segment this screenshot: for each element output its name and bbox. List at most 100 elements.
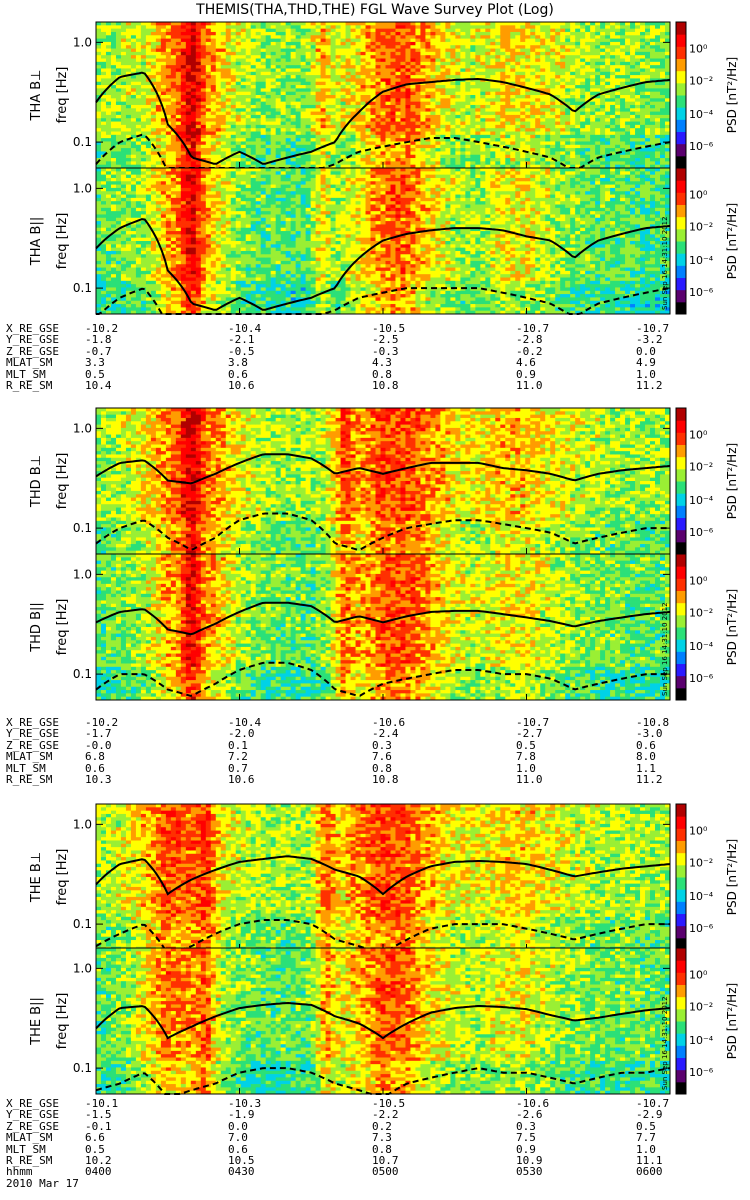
spectrogram-cell [221,42,226,46]
spectrogram-cell [445,49,450,53]
spectrogram-cell [445,132,450,136]
spectrogram-cell [650,115,655,119]
spectrogram-cell [505,49,510,53]
spectrogram-cell [221,68,226,72]
spectrogram-cell [645,112,650,116]
spectrogram-cell [241,108,246,112]
spectrogram-cell [625,92,630,96]
spectrogram-cell [226,161,231,165]
spectrogram-cell [580,82,585,86]
spectrogram-cell [660,82,665,86]
spectrogram-cell [410,115,415,119]
spectrogram-cell [136,141,141,145]
spectrogram-cell [371,161,376,165]
spectrogram-cell [106,59,111,63]
spectrogram-cell [266,35,271,39]
spectrogram-cell [590,72,595,76]
spectrogram-cell [585,78,590,82]
spectrogram-cell [470,59,475,63]
spectrogram-cell [600,75,605,79]
spectrogram-cell [615,42,620,46]
spectrogram-cell [645,95,650,99]
spectrogram-cell [465,35,470,39]
spectrogram-cell [216,118,221,122]
spectrogram-cell [630,95,635,99]
spectrogram-cell [306,39,311,43]
spectrogram-cell [206,59,211,63]
spectrogram-cell [585,108,590,112]
spectrogram-cell [146,115,151,119]
spectrogram-cell [545,122,550,126]
spectrogram-cell [500,59,505,63]
spectrogram-cell [450,108,455,112]
spectrogram-cell [620,49,625,53]
spectrogram-cell [176,122,181,126]
spectrogram-cell [346,132,351,136]
spectrogram-cell [326,68,331,72]
spectrogram-cell [615,155,620,159]
spectrogram-cell [301,118,306,122]
spectrogram-cell [515,98,520,102]
spectrogram-cell [410,105,415,109]
spectrogram-cell [226,35,231,39]
spectrogram-cell [595,85,600,89]
spectrogram-cell [306,161,311,165]
spectrogram-cell [615,72,620,76]
spectrogram-cell [296,45,301,49]
spectrogram-cell [390,135,395,139]
spectrogram-cell [415,128,420,132]
spectrogram-cell [386,35,391,39]
spectrogram-cell [281,132,286,136]
spectrogram-cell [635,95,640,99]
spectrogram-cell [530,59,535,63]
spectrogram-cell [271,59,276,63]
spectrogram-cell [331,59,336,63]
spectrogram-cell [590,42,595,46]
spectrogram-cell [236,62,241,66]
spectrogram-cell [460,135,465,139]
spectrogram-cell [610,148,615,152]
spectrogram-cell [530,78,535,82]
spectrogram-cell [640,45,645,49]
spectrogram-cell [545,35,550,39]
spectrogram-cell [236,59,241,63]
spectrogram-cell [450,59,455,63]
spectrogram-cell [410,128,415,132]
spectrogram-cell [266,122,271,126]
spectrogram-cell [371,32,376,36]
spectrogram-cell [600,115,605,119]
spectrogram-cell [575,132,580,136]
spectrogram-cell [146,148,151,152]
spectrogram-cell [580,39,585,43]
spectrogram-cell [650,118,655,122]
spectrogram-cell [550,161,555,165]
spectrogram-cell [376,35,381,39]
spectrogram-cell [545,128,550,132]
spectrogram-cell [610,122,615,126]
spectrogram-cell [395,55,400,59]
spectrogram-cell [525,29,530,33]
spectrogram-cell [276,75,281,79]
spectrogram-cell [326,49,331,53]
spectrogram-cell [495,49,500,53]
spectrogram-cell [101,148,106,152]
spectrogram-cell [196,52,201,56]
spectrogram-cell [181,128,186,132]
spectrogram-cell [645,158,650,162]
spectrogram-cell [231,128,236,132]
spectrogram-cell [490,128,495,132]
spectrogram-cell [560,108,565,112]
spectrogram-cell [595,138,600,142]
spectrogram-cell [101,32,106,36]
spectrogram-cell [655,75,660,79]
spectrogram-cell [570,72,575,76]
spectrogram-cell [640,125,645,129]
spectrogram-cell [371,92,376,96]
spectrogram-cell [430,65,435,69]
spectrogram-cell [530,115,535,119]
spectrogram-cell [121,25,126,29]
spectrogram-cell [211,115,216,119]
spectrogram-cell [236,98,241,102]
spectrogram-cell [176,82,181,86]
spectrogram-cell [550,145,555,149]
